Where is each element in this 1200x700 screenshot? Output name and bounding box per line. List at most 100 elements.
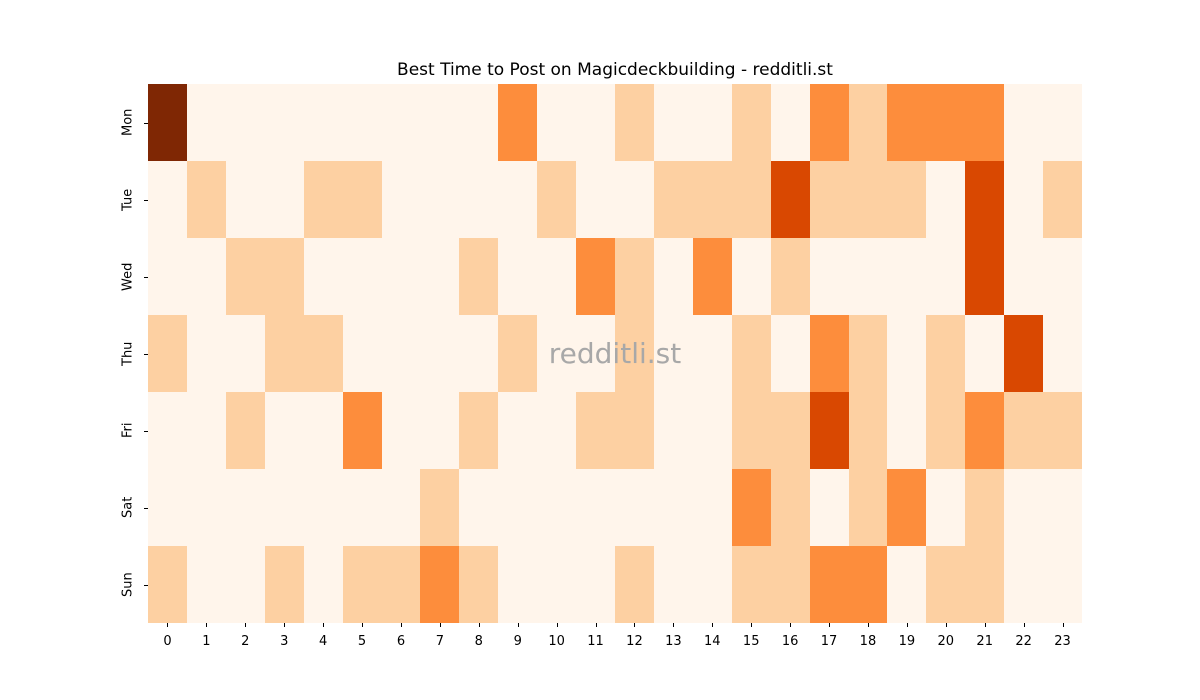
heatmap-cell <box>303 392 343 469</box>
x-tick-label: 12 <box>626 634 643 649</box>
y-tick-label: Wed <box>120 262 136 291</box>
y-tick-mark <box>144 507 148 509</box>
heatmap-cell <box>848 469 888 546</box>
x-tick-mark <box>362 623 364 627</box>
heatmap-cell <box>926 546 966 623</box>
x-tick-label: 5 <box>357 634 367 649</box>
heatmap-cell <box>653 546 693 623</box>
heatmap-cell <box>264 161 304 238</box>
heatmap-cell <box>926 315 966 392</box>
x-tick-mark <box>400 623 402 627</box>
heatmap-cell <box>1043 161 1082 238</box>
heatmap-cell <box>420 546 460 623</box>
heatmap-cell <box>731 238 771 315</box>
heatmap-cell <box>303 161 343 238</box>
heatmap-cell <box>576 84 615 161</box>
x-tick-mark <box>945 623 947 627</box>
heatmap-cell <box>342 469 382 546</box>
y-tick-mark <box>144 199 148 201</box>
heatmap-cell <box>537 469 577 546</box>
heatmap-cell <box>770 546 810 623</box>
y-tick-mark <box>144 122 148 124</box>
heatmap-cell <box>926 84 966 161</box>
heatmap-cell <box>770 84 810 161</box>
heatmap-cell <box>537 546 577 623</box>
heatmap-cell <box>303 315 343 392</box>
heatmap-cell <box>459 469 499 546</box>
heatmap-cell <box>965 392 1005 469</box>
heatmap-cell <box>342 238 382 315</box>
heatmap-cell <box>576 392 615 469</box>
heatmap-cell <box>498 84 538 161</box>
heatmap-cell <box>809 315 849 392</box>
heatmap-cell <box>887 238 927 315</box>
heatmap-cell <box>731 546 771 623</box>
heatmap-cell <box>186 161 226 238</box>
heatmap-cell <box>420 392 460 469</box>
heatmap-cell <box>303 546 343 623</box>
x-tick-label: 13 <box>665 634 682 649</box>
heatmap-cell <box>731 161 771 238</box>
x-tick-mark <box>323 623 325 627</box>
heatmap-cell <box>225 392 265 469</box>
y-tick-label: Fri <box>120 422 136 439</box>
heatmap-cell <box>887 469 927 546</box>
heatmap-cell <box>303 469 343 546</box>
heatmap-cell <box>264 392 304 469</box>
chart-title: Best Time to Post on Magicdeckbuilding -… <box>397 60 833 80</box>
heatmap-cell <box>498 469 538 546</box>
heatmap-cell <box>653 315 693 392</box>
heatmap-cell <box>264 546 304 623</box>
x-tick-label: 20 <box>937 634 955 649</box>
heatmap-cell <box>692 161 732 238</box>
heatmap-cell <box>576 161 615 238</box>
heatmap-cell <box>731 315 771 392</box>
heatmap-cell <box>459 84 499 161</box>
heatmap-cell <box>692 546 732 623</box>
x-tick-mark <box>556 623 558 627</box>
heatmap-cell <box>498 315 538 392</box>
heatmap-cell <box>731 392 771 469</box>
heatmap-cell <box>148 238 187 315</box>
heatmap-cell <box>770 392 810 469</box>
x-tick-mark <box>673 623 675 627</box>
y-tick-mark <box>144 584 148 586</box>
heatmap-cell <box>848 238 888 315</box>
heatmap-cell <box>381 546 421 623</box>
x-tick-mark <box>906 623 908 627</box>
heatmap-cell <box>420 161 460 238</box>
heatmap-cell <box>264 84 304 161</box>
heatmap-cell <box>381 84 421 161</box>
heatmap-cell <box>186 84 226 161</box>
heatmap-cell <box>848 161 888 238</box>
heatmap-cell <box>148 546 187 623</box>
heatmap-cell <box>1004 546 1044 623</box>
x-tick-mark <box>206 623 208 627</box>
x-tick-mark <box>829 623 831 627</box>
x-tick-mark <box>1023 623 1025 627</box>
heatmap-cell <box>770 315 810 392</box>
heatmap-cell <box>576 315 615 392</box>
heatmap-cell <box>731 84 771 161</box>
heatmap-cell <box>809 546 849 623</box>
heatmap-cell <box>692 392 732 469</box>
heatmap-cell <box>809 469 849 546</box>
heatmap-cell <box>1004 161 1044 238</box>
heatmap-cell <box>225 161 265 238</box>
x-tick-label: 2 <box>241 634 250 649</box>
x-tick-label: 8 <box>474 634 483 649</box>
y-tick-mark <box>144 430 148 432</box>
x-tick-label: 9 <box>513 634 522 649</box>
heatmap-cell <box>459 161 499 238</box>
heatmap-cell <box>887 315 927 392</box>
x-tick-mark <box>634 623 636 627</box>
heatmap-cell <box>887 546 927 623</box>
heatmap-cell <box>965 84 1005 161</box>
heatmap-cell <box>186 238 226 315</box>
x-tick-mark <box>478 623 480 627</box>
x-tick-label: 16 <box>781 634 799 649</box>
heatmap-cell <box>615 392 654 469</box>
heatmap-cell <box>692 315 732 392</box>
heatmap-cell <box>848 315 888 392</box>
